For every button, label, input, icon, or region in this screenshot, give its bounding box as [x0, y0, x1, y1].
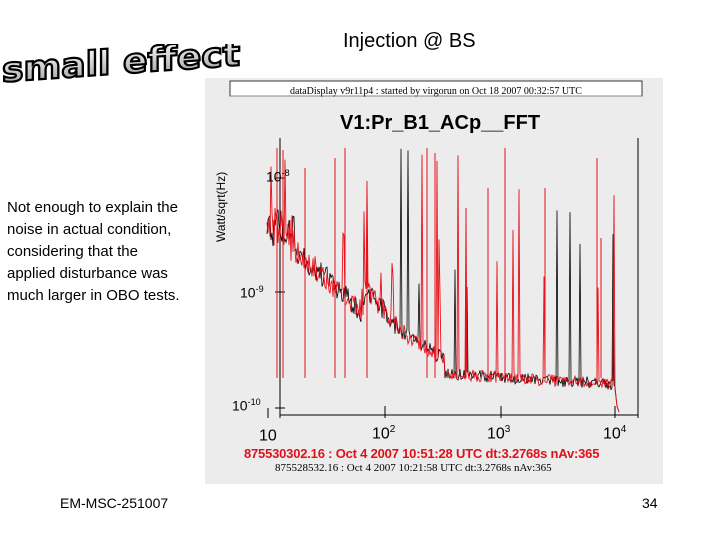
slide-title: Injection @ BS	[343, 30, 476, 52]
spectrum-traces	[266, 148, 620, 413]
small-effect-wordart: small effect	[1, 44, 241, 92]
xtick-label-100: 102	[372, 424, 396, 443]
xtick-label-10000: 104	[603, 424, 627, 443]
plot-panel	[205, 78, 663, 484]
legend-injected: 875530302.16 : Oct 4 2007 10:51:28 UTC d…	[244, 446, 600, 461]
svg-text:small effect: small effect	[2, 44, 240, 91]
plot-title: V1:Pr_B1_ACp__FFT	[340, 112, 541, 134]
y-axis-label: Watt/sqrt(Hz)	[214, 171, 228, 242]
plot-banner-text: dataDisplay v9r11p4 : started by virgoru…	[290, 86, 582, 97]
page-number: 34	[642, 495, 658, 511]
xtick-label-1000: 103	[487, 424, 511, 443]
plot-canvas	[229, 80, 643, 418]
xtick-label-10: 10	[259, 427, 277, 445]
ytick-label-1e-8: 10-8	[266, 168, 290, 185]
footer-label: EM-MSC-251007	[60, 495, 169, 511]
note-text: Not enough to explain the noise in actua…	[7, 199, 180, 304]
legend-reference: 875528532.16 : Oct 4 2007 10:21:58 UTC d…	[275, 462, 552, 474]
ytick-label-1e-9: 10-9	[240, 284, 264, 301]
ytick-label-1e-10: 10-10	[232, 397, 261, 414]
